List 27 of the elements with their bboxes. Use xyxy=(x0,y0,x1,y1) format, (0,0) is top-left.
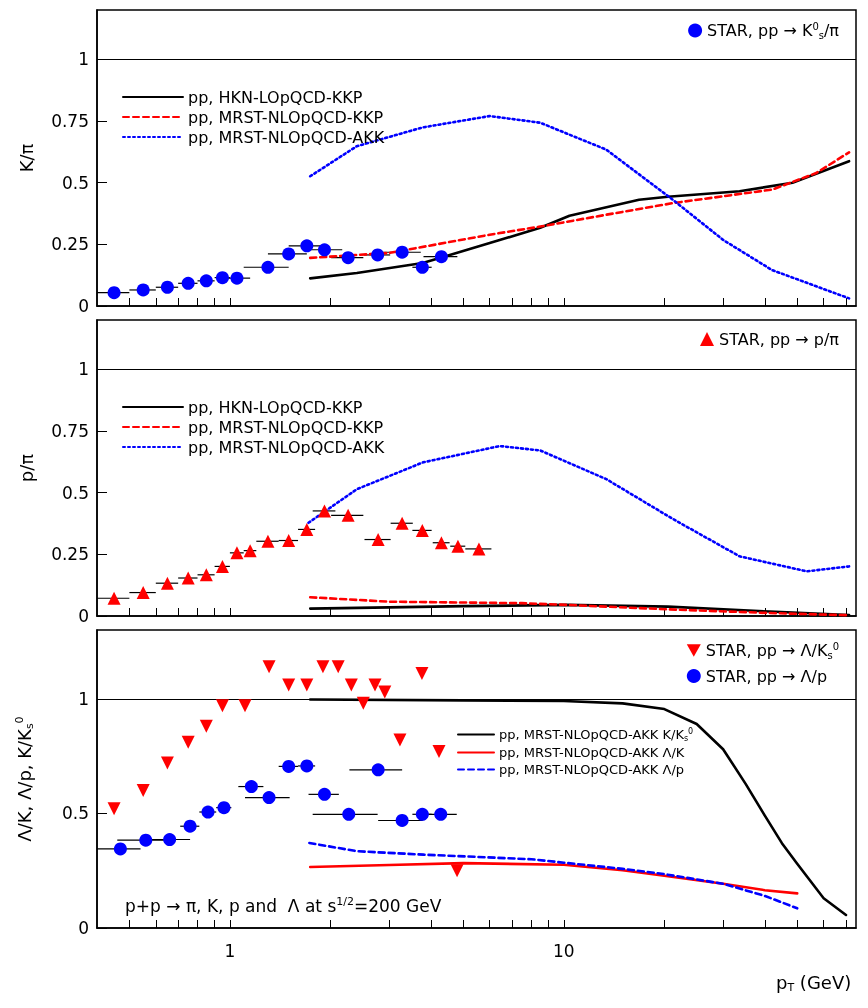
y-tick-label: 0 xyxy=(78,606,89,626)
legend-label: pp, MRST-NLOpQCD-AKK xyxy=(188,127,385,147)
y-tick-label: 0.5 xyxy=(61,172,89,193)
y-tick-label: 0.75 xyxy=(51,421,89,441)
legend-label: pp, MRST-NLOpQCD-KKP xyxy=(188,107,384,127)
y-tick-label: 0.25 xyxy=(51,544,89,565)
x-tick-label: 10 xyxy=(552,940,575,961)
legend-label: STAR, pp → p/π xyxy=(719,329,840,349)
y-tick-label: 0.5 xyxy=(61,803,89,824)
y-tick-label: 1 xyxy=(78,359,89,380)
y-tick-label: 0 xyxy=(78,296,89,316)
legend-label: pp, MRST-NLOpQCD-AKK Λ/K xyxy=(499,745,685,760)
y-axis-title: Λ/K, Λ/p, K/Ks0 xyxy=(13,716,36,842)
y-tick-label: 0.75 xyxy=(51,111,89,131)
legend-label: STAR, pp → Λ/p xyxy=(705,666,828,686)
y-tick-label: 0 xyxy=(78,918,89,938)
legend-label: pp, HKN-LOpQCD-KKP xyxy=(188,87,363,107)
y-tick-label: 0.25 xyxy=(51,234,89,255)
legend-label: pp, HKN-LOpQCD-KKP xyxy=(188,397,363,417)
legend-label: pp, MRST-NLOpQCD-AKK Λ/p xyxy=(499,762,685,777)
y-axis-title: p/π xyxy=(15,453,37,483)
y-tick-label: 0.5 xyxy=(61,482,89,503)
legend-label: pp, MRST-NLOpQCD-KKP xyxy=(188,417,384,437)
y-tick-label: 1 xyxy=(78,49,89,70)
legend-label: pp, MRST-NLOpQCD-AKK xyxy=(188,437,385,457)
y-axis-title: K/π xyxy=(15,143,37,173)
y-tick-label: 1 xyxy=(78,688,89,709)
